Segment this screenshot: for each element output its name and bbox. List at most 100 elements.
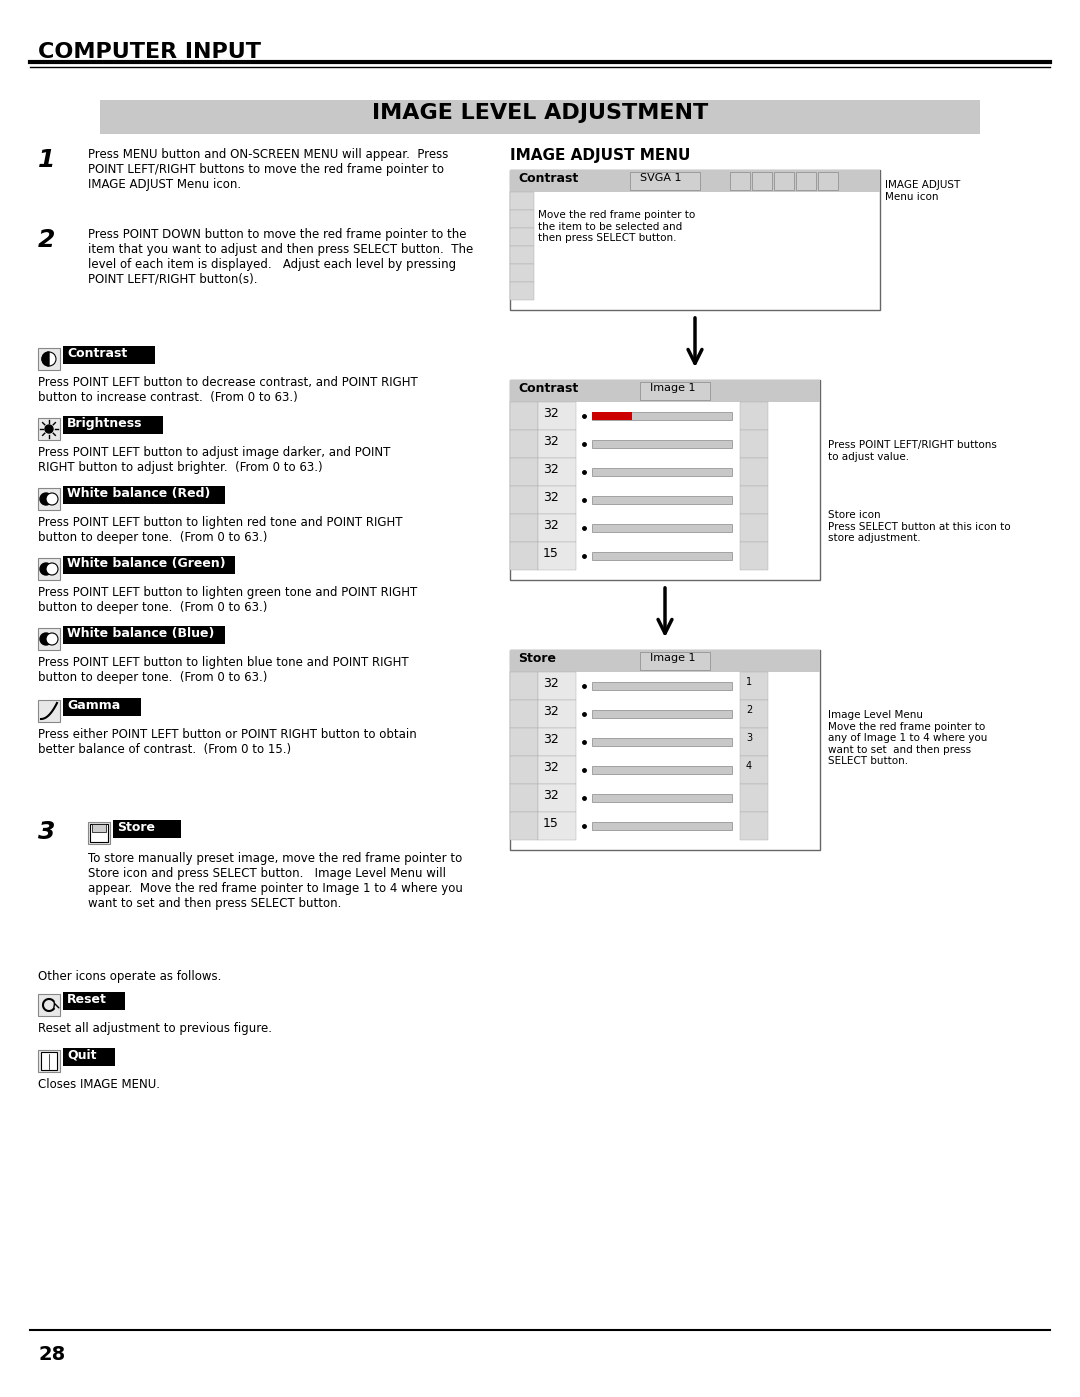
Bar [592, 710, 732, 718]
Bar [740, 728, 768, 756]
Bar [592, 738, 732, 746]
Text: 32: 32 [543, 678, 558, 690]
Bar [90, 824, 108, 842]
Text: Store: Store [117, 821, 156, 834]
Bar [640, 652, 710, 671]
Text: 32: 32 [543, 407, 558, 420]
Text: SVGA 1: SVGA 1 [640, 173, 681, 183]
Bar [592, 821, 732, 830]
Bar [538, 700, 576, 728]
Text: Press POINT LEFT button to decrease contrast, and POINT RIGHT
button to increase: Press POINT LEFT button to decrease cont… [38, 376, 418, 404]
Bar [510, 380, 820, 402]
Text: 4: 4 [746, 761, 752, 771]
Bar [63, 346, 156, 365]
Circle shape [45, 425, 53, 433]
Circle shape [46, 563, 58, 576]
Bar [592, 412, 732, 420]
Text: COMPUTER INPUT: COMPUTER INPUT [38, 42, 261, 61]
Bar [510, 170, 880, 310]
Text: Press POINT LEFT button to adjust image darker, and POINT
RIGHT button to adjust: Press POINT LEFT button to adjust image … [38, 446, 390, 474]
Bar [510, 542, 538, 570]
Text: Reset: Reset [67, 993, 107, 1006]
Text: White balance (Red): White balance (Red) [67, 488, 211, 500]
Bar [510, 264, 534, 282]
Text: IMAGE ADJUST MENU: IMAGE ADJUST MENU [510, 148, 690, 163]
Text: Closes IMAGE MENU.: Closes IMAGE MENU. [38, 1078, 160, 1091]
Bar [38, 557, 60, 580]
Bar [538, 728, 576, 756]
Text: White balance (Blue): White balance (Blue) [67, 627, 214, 640]
Bar [510, 514, 538, 542]
Text: 32: 32 [543, 705, 558, 718]
Bar [510, 650, 820, 849]
Bar [730, 172, 750, 190]
Circle shape [40, 563, 52, 576]
Text: Reset all adjustment to previous figure.: Reset all adjustment to previous figure. [38, 1023, 272, 1035]
Text: 1: 1 [746, 678, 752, 687]
Text: 3: 3 [38, 820, 55, 844]
Bar [38, 488, 60, 510]
Bar [63, 486, 225, 504]
Bar [38, 629, 60, 650]
Text: Gamma: Gamma [67, 698, 120, 712]
Circle shape [46, 633, 58, 645]
Text: 32: 32 [543, 462, 558, 476]
Bar [63, 1048, 114, 1066]
Text: Store: Store [518, 652, 556, 665]
Bar [38, 1051, 60, 1071]
Circle shape [40, 633, 52, 645]
Bar [38, 995, 60, 1016]
Text: Press MENU button and ON-SCREEN MENU will appear.  Press
POINT LEFT/RIGHT button: Press MENU button and ON-SCREEN MENU wil… [87, 148, 448, 191]
Bar [41, 1052, 57, 1070]
Bar [592, 793, 732, 802]
Text: Press POINT LEFT button to lighten red tone and POINT RIGHT
button to deeper ton: Press POINT LEFT button to lighten red t… [38, 515, 403, 543]
Bar [510, 486, 538, 514]
Bar [510, 282, 534, 300]
Circle shape [42, 352, 56, 366]
Text: Image Level Menu
Move the red frame pointer to
any of Image 1 to 4 where you
wan: Image Level Menu Move the red frame poin… [828, 710, 987, 767]
Bar [63, 992, 125, 1010]
Bar [592, 496, 732, 504]
Text: 32: 32 [543, 490, 558, 504]
Bar [87, 821, 110, 844]
Bar [510, 672, 538, 700]
Text: 32: 32 [543, 761, 558, 774]
Bar [63, 416, 163, 434]
Text: IMAGE LEVEL ADJUSTMENT: IMAGE LEVEL ADJUSTMENT [372, 103, 708, 123]
Circle shape [40, 493, 52, 504]
Text: Press POINT LEFT button to lighten green tone and POINT RIGHT
button to deeper t: Press POINT LEFT button to lighten green… [38, 585, 417, 615]
Text: Image 1: Image 1 [650, 383, 696, 393]
Bar [510, 700, 538, 728]
Text: 32: 32 [543, 520, 558, 532]
Bar [92, 824, 106, 833]
Bar [592, 766, 732, 774]
Bar [538, 784, 576, 812]
Text: 1: 1 [38, 148, 55, 172]
Bar [538, 486, 576, 514]
Bar [510, 784, 538, 812]
Bar [510, 728, 538, 756]
Bar [538, 458, 576, 486]
Bar [740, 430, 768, 458]
Bar [796, 172, 816, 190]
Bar [740, 812, 768, 840]
Bar [592, 412, 632, 420]
Bar [538, 812, 576, 840]
Text: 32: 32 [543, 434, 558, 448]
Bar [592, 682, 732, 690]
Bar [538, 402, 576, 430]
Bar [38, 418, 60, 440]
Bar [510, 380, 820, 580]
Text: 2: 2 [746, 705, 753, 715]
Bar [510, 430, 538, 458]
Bar [510, 458, 538, 486]
Bar [538, 542, 576, 570]
Bar [510, 812, 538, 840]
Bar [592, 468, 732, 476]
Bar [510, 170, 880, 191]
Text: 15: 15 [543, 817, 558, 830]
Bar [752, 172, 772, 190]
Bar [592, 552, 732, 560]
Bar [740, 700, 768, 728]
Text: Quit: Quit [67, 1049, 96, 1062]
